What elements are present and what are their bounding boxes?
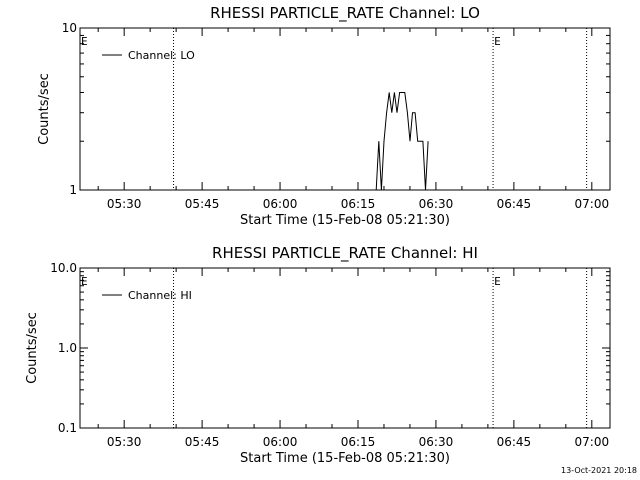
event-marker-label: E: [494, 275, 501, 288]
x-tick-label: 06:00: [263, 197, 298, 211]
x-axis-label: Start Time (15-Feb-08 05:21:30): [240, 451, 450, 466]
x-tick-label: 06:45: [497, 435, 532, 449]
x-tick-label: 05:30: [107, 197, 142, 211]
x-tick-label: 07:00: [575, 435, 610, 449]
event-marker-label: E: [81, 275, 88, 288]
x-axis-label: Start Time (15-Feb-08 05:21:30): [240, 213, 450, 228]
x-tick-label: 06:45: [497, 197, 532, 211]
y-tick-label: 1.0: [58, 341, 77, 355]
x-tick-label: 05:45: [185, 197, 220, 211]
y-axis-label: Counts/sec: [25, 312, 40, 384]
legend-entry: Channel: LO: [128, 49, 195, 62]
x-tick-label: 06:00: [263, 435, 298, 449]
x-tick-label: 06:15: [341, 435, 376, 449]
x-tick-label: 05:30: [107, 435, 142, 449]
x-tick-label: 06:30: [419, 197, 454, 211]
chart-title: RHESSI PARTICLE_RATE Channel: HI: [212, 244, 478, 263]
footer-timestamp: 13-Oct-2021 20:18: [561, 466, 637, 475]
y-tick-label: 1: [69, 183, 77, 197]
x-tick-label: 06:15: [341, 197, 376, 211]
chart-title: RHESSI PARTICLE_RATE Channel: LO: [210, 4, 480, 23]
y-tick-label: 10: [62, 21, 77, 35]
event-marker-label: E: [81, 35, 88, 48]
x-tick-label: 05:45: [185, 435, 220, 449]
y-tick-label: 0.1: [58, 421, 77, 435]
x-tick-label: 06:30: [419, 435, 454, 449]
series-line-channel-lo: [375, 92, 429, 191]
y-tick-label: 10.0: [50, 261, 77, 275]
legend-entry: Channel: HI: [128, 289, 192, 302]
y-axis-label: Counts/sec: [37, 73, 52, 145]
event-marker-label: E: [494, 35, 501, 48]
plot-frame: [79, 27, 611, 191]
x-tick-label: 07:00: [575, 197, 610, 211]
